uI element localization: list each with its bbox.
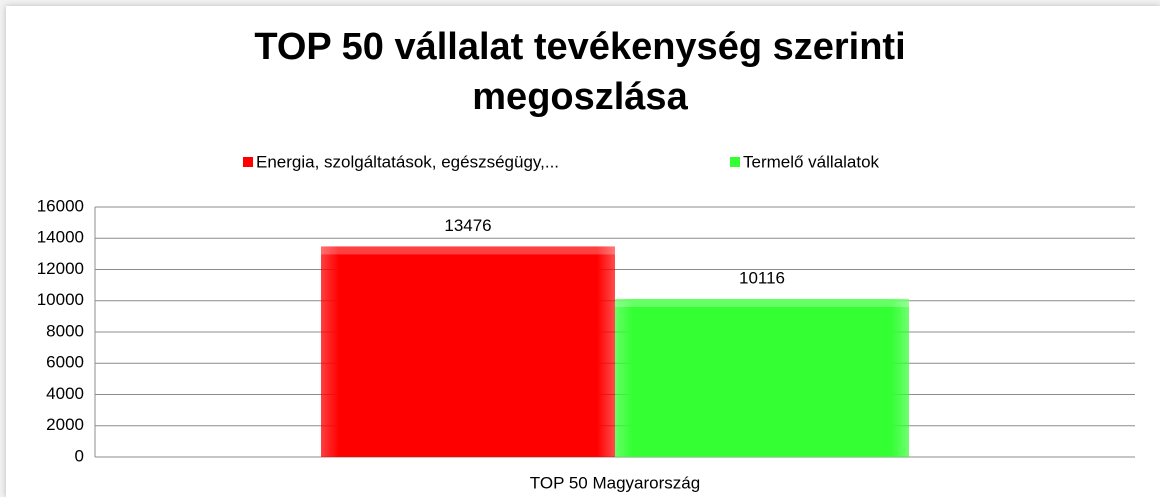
data-label: 10116 <box>739 268 785 287</box>
y-tick-label: 14000 <box>37 228 84 247</box>
y-tick-label: 2000 <box>46 415 84 434</box>
y-tick-label: 8000 <box>46 321 84 340</box>
legend-swatch <box>730 157 740 167</box>
y-tick-label: 4000 <box>46 384 84 403</box>
y-tick-label: 12000 <box>37 259 84 278</box>
bar <box>321 246 615 457</box>
legend-label: Termelő vállalatok <box>743 152 880 171</box>
y-tick-label: 16000 <box>37 196 84 215</box>
legend-swatch <box>243 157 253 167</box>
legend-label: Energia, szolgáltatások, egészségügy,... <box>256 152 559 171</box>
x-tick-label: TOP 50 Magyarország <box>530 473 700 492</box>
bar-bevel <box>321 246 615 255</box>
bar <box>615 298 909 457</box>
y-tick-label: 0 <box>75 446 84 465</box>
bar-bevel <box>615 298 909 307</box>
y-tick-label: 10000 <box>37 290 84 309</box>
chart-title: TOP 50 vállalat tevékenység szerinti meg… <box>254 26 906 118</box>
data-label: 13476 <box>444 216 491 235</box>
y-tick-label: 6000 <box>46 353 84 372</box>
